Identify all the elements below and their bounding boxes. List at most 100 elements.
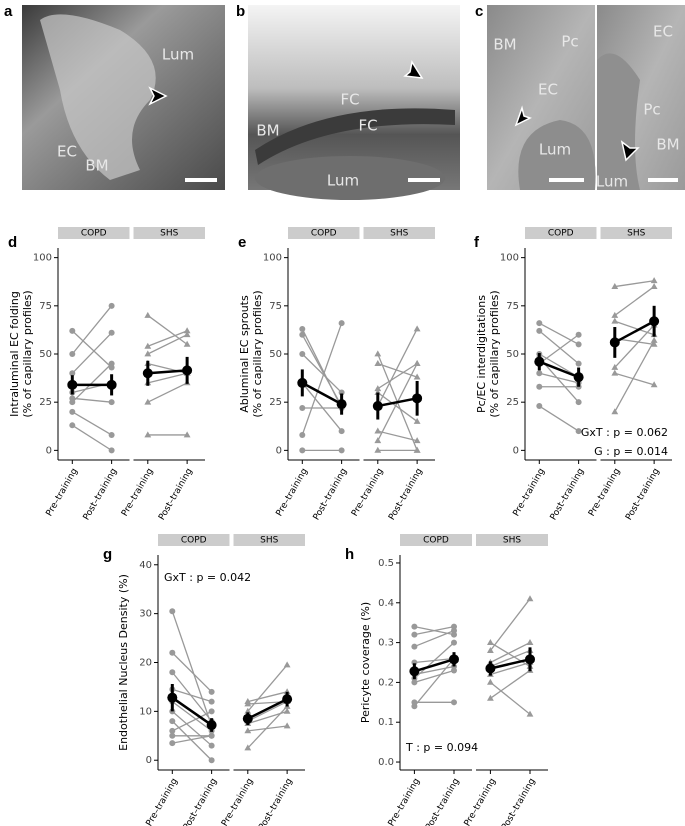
scale-bar — [408, 178, 440, 182]
subject-point — [208, 732, 215, 739]
subject-point — [575, 428, 582, 435]
panel-letter: d — [8, 234, 17, 251]
x-tick-label: Pre–training — [120, 467, 156, 518]
subject-line — [247, 664, 288, 712]
y-tick-label: 30 — [139, 609, 152, 620]
subject-point — [575, 360, 582, 367]
facet-strip — [363, 227, 435, 239]
facet-label: COPD — [548, 229, 574, 239]
subject-line — [147, 382, 188, 403]
y-tick-label: 25 — [269, 397, 282, 408]
y-tick-label: 75 — [39, 301, 52, 312]
x-tick-label: Pre–training — [220, 777, 256, 826]
mean-line — [147, 369, 188, 375]
subject-point — [108, 431, 115, 438]
subject-point — [650, 336, 658, 343]
subject-point — [374, 360, 382, 367]
subject-point — [413, 373, 421, 380]
subject-point — [374, 446, 382, 453]
subject-point — [299, 404, 306, 411]
subject-point — [283, 688, 291, 695]
panel-letter: h — [345, 546, 354, 563]
subject-point — [283, 707, 291, 714]
subject-point — [650, 340, 658, 347]
scale-bar — [549, 178, 584, 182]
subject-point — [611, 311, 619, 318]
y-tick-label: 0.2 — [378, 677, 394, 688]
panel-letter: g — [103, 546, 112, 563]
subject-line — [172, 735, 212, 744]
mean-point — [106, 379, 117, 390]
mean-point — [485, 663, 496, 674]
subject-point — [611, 408, 619, 415]
subject-line — [247, 706, 288, 749]
subject-point — [374, 427, 382, 434]
y-tick-label: 0 — [276, 445, 282, 456]
subject-line — [614, 340, 655, 413]
subject-line — [414, 630, 455, 648]
subject-point — [451, 667, 457, 674]
subject-line — [614, 280, 655, 288]
image-label: BM — [493, 36, 516, 54]
mean-point — [336, 399, 347, 410]
micrograph-detail — [40, 14, 156, 180]
mean-point — [206, 720, 217, 731]
y-axis-label: Pericyte coverage (%) — [359, 602, 372, 723]
subject-point — [183, 340, 191, 347]
mean-line — [614, 320, 655, 344]
facet-label: SHS — [503, 536, 521, 546]
subject-point — [69, 351, 76, 357]
subject-point — [338, 447, 345, 454]
image-label: Lum — [327, 172, 359, 190]
subject-line — [147, 330, 188, 347]
subject-point — [299, 351, 306, 357]
x-tick-label: Pre–training — [145, 777, 181, 826]
subject-point — [374, 350, 382, 357]
subject-line — [172, 710, 212, 732]
panel-letter: f — [474, 234, 480, 251]
x-tick-label: Post–training — [387, 467, 425, 522]
subject-line — [490, 649, 531, 668]
subject-point — [451, 639, 457, 646]
subject-line — [539, 372, 579, 384]
facet-label: SHS — [260, 536, 278, 546]
micrograph-detail — [255, 156, 445, 200]
subject-point — [413, 446, 421, 453]
subject-line — [71, 332, 113, 374]
subject-point — [244, 727, 252, 734]
y-tick-label: 0 — [146, 755, 152, 766]
y-tick-label: 20 — [139, 658, 152, 669]
subject-line — [171, 652, 213, 693]
subject-point — [487, 646, 494, 653]
subject-point — [144, 311, 152, 318]
subject-point — [283, 722, 291, 729]
subject-point — [411, 703, 418, 710]
y-axis-label: (% of capillary profiles) — [488, 290, 501, 417]
subject-point — [144, 342, 152, 349]
subject-point — [526, 595, 534, 602]
mean-point — [573, 372, 584, 383]
subject-point — [487, 638, 494, 645]
subject-line — [301, 382, 343, 432]
subject-line — [171, 671, 213, 722]
annotation: GxT : p = 0.062 — [581, 426, 668, 439]
panel-letter: c — [475, 3, 483, 20]
subject-line — [538, 322, 579, 345]
annotation: T : p = 0.094 — [405, 741, 478, 754]
image-label: BM — [656, 136, 679, 154]
subject-point — [411, 679, 418, 686]
subject-point — [108, 302, 115, 309]
facet-label: SHS — [160, 229, 178, 239]
subject-point — [611, 282, 619, 289]
subject-point — [69, 422, 76, 429]
subject-point — [144, 350, 152, 357]
subject-line — [414, 669, 455, 684]
facet-strip — [158, 534, 230, 546]
y-axis-label: (% of capillary profiles) — [251, 290, 264, 417]
subject-point — [169, 727, 176, 734]
panel-letter: e — [238, 234, 246, 251]
annotation: GxT : p = 0.042 — [164, 571, 251, 584]
y-tick-label: 0 — [46, 445, 52, 456]
mean-point — [412, 393, 423, 404]
mean-line — [301, 381, 343, 406]
